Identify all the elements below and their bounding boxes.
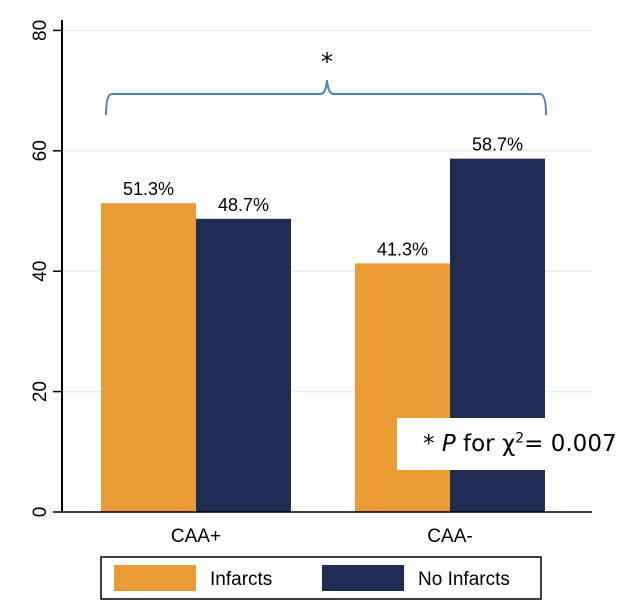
y-tick-label: 20: [30, 381, 51, 402]
data-label: 51.3%: [123, 179, 174, 199]
y-tick-label: 0: [30, 507, 51, 518]
y-tick-label: 80: [30, 20, 51, 41]
bar-infarcts: [355, 263, 450, 512]
annotation-p: P: [441, 431, 456, 457]
annotation-for: for: [463, 431, 495, 457]
legend-swatch: [322, 565, 404, 591]
x-tick-label: CAA+: [171, 526, 221, 547]
annotation-sup: 2: [515, 430, 525, 447]
data-label: 58.7%: [472, 135, 523, 155]
bar-infarcts: [101, 203, 196, 512]
legend-swatch: [114, 565, 196, 591]
annotation-chi: χ: [501, 431, 516, 457]
data-label: 41.3%: [377, 239, 428, 259]
bar-no-infarcts: [196, 218, 291, 513]
legend-label: No Infarcts: [418, 569, 510, 590]
data-label: 48.7%: [218, 195, 269, 215]
annotation-star: *: [423, 431, 435, 457]
y-tick-label: 60: [30, 140, 51, 161]
annotation-value: = 0.007: [524, 431, 617, 457]
y-tick-label: 40: [30, 261, 51, 282]
legend-label: Infarcts: [210, 569, 272, 590]
x-tick-label: CAA-: [427, 526, 472, 547]
significance-bracket: [105, 79, 547, 116]
significance-star: *: [321, 48, 333, 76]
p-value-annotation: * P for χ2= 0.007: [397, 418, 621, 470]
